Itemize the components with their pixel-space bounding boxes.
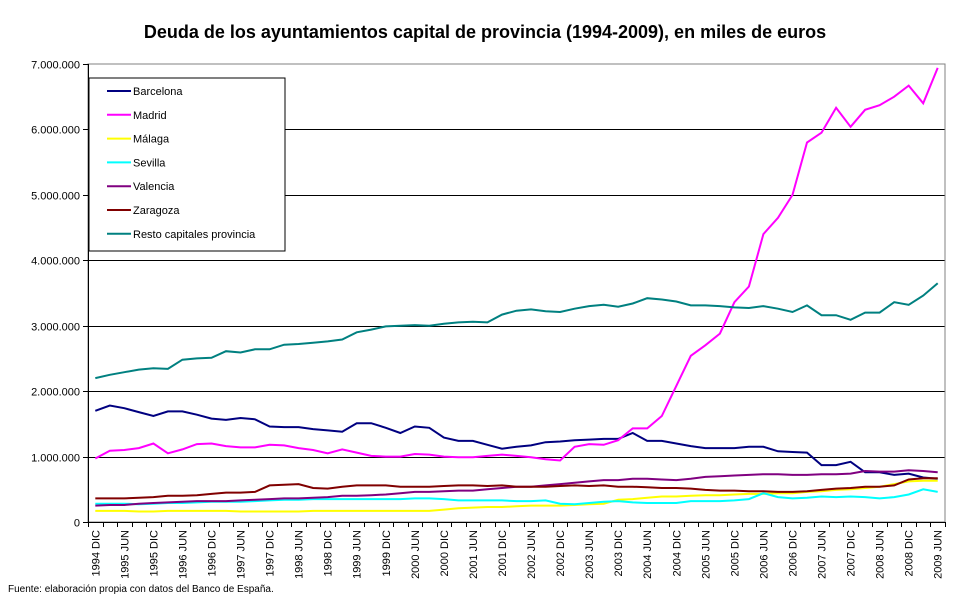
legend-label: Barcelona [133,86,183,98]
x-tick-label: 1997 DIC [265,530,277,577]
x-tick-label: 2002 DIC [555,530,567,577]
x-tick-label: 2006 JUN [758,530,770,579]
series-line-resto-capitales-provincia [95,282,939,380]
x-tick-label: 2002 JUN [526,530,538,579]
legend-label: Sevilla [133,157,166,169]
source-note: Fuente: elaboración propia con datos del… [8,584,274,595]
chart-title: Deuda de los ayuntamientos capital de pr… [144,22,826,42]
x-tick-label: 2007 JUN [817,530,829,579]
y-tick-label: 7.000.000 [31,60,80,72]
series-line-m-laga [95,479,938,513]
x-axis: 1994 DIC 1995 JUN 1995 DIC 1996 JUN 1996 DIC… [88,522,946,579]
y-tick-label: 4.000.000 [31,256,80,268]
x-tick-label: 1999 DIC [381,530,393,577]
series-line-barcelona [94,404,938,480]
legend-label: Valencia [133,181,175,193]
x-tick-label: 2005 DIC [729,530,741,577]
x-tick-label: 2001 DIC [497,530,509,577]
x-tick-label: 2000 DIC [439,530,451,577]
x-tick-label: 1995 JUN [119,530,131,579]
series-line-sevilla [95,488,938,506]
gridlines [88,129,945,458]
x-tick-label: 1997 JUN [236,530,248,579]
x-tick-label: 1996 JUN [177,530,189,579]
legend-label: Madrid [133,110,167,122]
x-tick-label: 2008 DIC [904,530,916,577]
x-tick-label: 1998 JUN [294,530,306,579]
y-tick-label: 5.000.000 [31,191,80,203]
x-tick-label: 1994 DIC [90,530,102,577]
x-tick-label: 1995 DIC [148,530,160,577]
x-tick-label: 1999 JUN [352,530,364,579]
legend-label: Málaga [133,134,170,146]
series-line-madrid [94,67,939,462]
series-lines [94,67,939,513]
x-tick-label: 2004 DIC [671,530,683,577]
legend-label: Zaragoza [133,205,180,217]
x-tick-label: 1996 DIC [206,530,218,577]
x-tick-label: 2005 JUN [700,530,712,579]
x-tick-label: 2001 JUN [468,530,480,579]
legend-label: Resto capitales provincia [133,229,256,241]
x-tick-label: 2006 DIC [787,530,799,577]
y-tick-label: 0 [74,518,80,530]
x-tick-label: 2004 JUN [642,530,654,579]
x-tick-label: 1998 DIC [323,530,335,577]
y-tick-label: 6.000.000 [31,125,80,137]
x-tick-label: 2007 DIC [846,530,858,577]
x-tick-label: 2008 JUN [875,530,887,579]
series-line-zaragoza [95,477,938,500]
y-tick-label: 2.000.000 [31,387,80,399]
y-tick-label: 3.000.000 [31,322,80,334]
x-tick-label: 2009 JUN [933,530,945,579]
legend-box [88,77,286,252]
y-tick-label: 1.000.000 [31,453,80,465]
x-tick-label: 2003 DIC [613,530,625,577]
x-tick-label: 2003 JUN [584,530,596,579]
legend: Barcelona Madrid Málaga Sevilla Valencia Zara… [88,77,286,252]
x-tick-label: 2000 JUN [410,530,422,579]
